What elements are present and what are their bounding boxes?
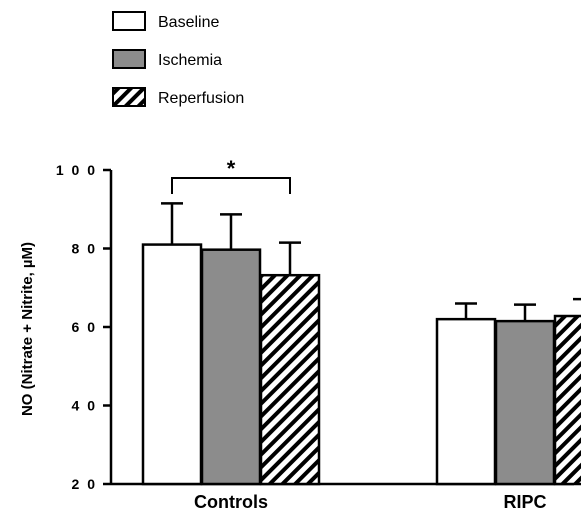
category-labels: Controls RIPC <box>194 492 547 512</box>
y-tick-label: 4 0 <box>72 398 97 414</box>
y-tick-label: 2 0 <box>72 476 97 492</box>
y-tick-label: 6 0 <box>72 319 97 335</box>
legend-swatch-reperfusion <box>112 87 146 107</box>
legend-item-reperfusion: Reperfusion <box>112 87 244 107</box>
significance-bracket: * <box>171 156 291 194</box>
legend-label-baseline: Baseline <box>158 14 219 31</box>
legend-label-ischemia: Ischemia <box>158 52 222 69</box>
bar <box>141 243 203 486</box>
bar <box>200 248 262 486</box>
legend-swatch-ischemia <box>112 49 146 69</box>
legend-swatch-baseline <box>112 11 146 31</box>
bars <box>141 202 581 486</box>
legend-label-reperfusion: Reperfusion <box>158 90 244 107</box>
y-tick-label: 1 0 0 <box>56 162 97 178</box>
legend: Baseline Ischemia Reperfusion <box>112 11 244 107</box>
y-axis-label: NO (Nitrate + Nitrite, µM) <box>19 242 36 416</box>
significance-star: * <box>227 156 236 181</box>
bar <box>553 314 581 486</box>
y-tick-label: 8 0 <box>72 241 97 257</box>
bar <box>259 273 321 486</box>
y-ticks: 2 0 4 0 6 0 8 0 1 0 0 <box>56 162 111 492</box>
category-label: Controls <box>194 492 268 512</box>
bar <box>494 319 556 486</box>
legend-item-ischemia: Ischemia <box>112 49 222 69</box>
bar <box>435 317 497 486</box>
category-label: RIPC <box>503 492 546 512</box>
legend-item-baseline: Baseline <box>112 11 219 31</box>
significance-line <box>171 177 291 194</box>
